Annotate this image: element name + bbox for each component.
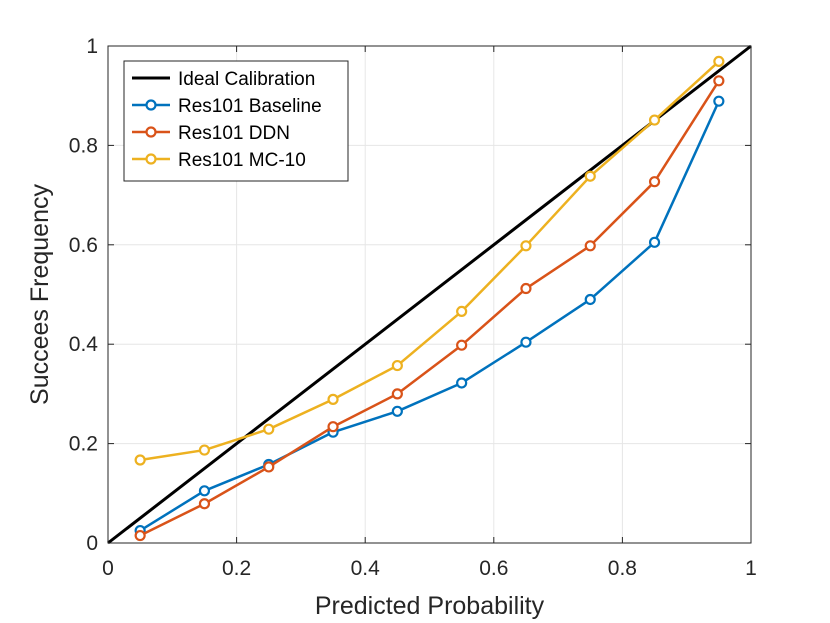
- series-line-res101-baseline: [139, 100, 720, 532]
- data-point-res101-mc-10: [713, 55, 725, 68]
- data-point-res101-ddn: [648, 176, 661, 188]
- x-tick-label: 0.6: [479, 557, 508, 580]
- data-point-res101-mc-10: [198, 444, 211, 456]
- legend-item-res101-baseline[interactable]: Res101 Baseline: [132, 96, 322, 117]
- y-axis-label: Succees Frequency: [26, 184, 54, 405]
- data-point-res101-mc-10: [391, 359, 403, 372]
- legend-item-ideal-calibration[interactable]: Ideal Calibration: [132, 69, 315, 90]
- series-res101-mc-10: [134, 55, 725, 466]
- data-point-res101-ddn: [134, 529, 146, 542]
- legend-item-res101-ddn[interactable]: Res101 DDN: [132, 123, 290, 144]
- series-line-res101-ddn: [139, 80, 720, 537]
- data-point-res101-baseline: [713, 95, 725, 107]
- data-point-res101-mc-10: [327, 393, 339, 405]
- legend-label: Res101 MC-10: [178, 150, 306, 171]
- ticks: 0 0.2 0.4 0.6 0.8 1 0 0.2 0.4 0.6 0.8 1: [69, 35, 757, 580]
- data-point-res101-ddn: [263, 461, 275, 473]
- data-point-res101-mc-10: [456, 305, 468, 317]
- data-point-res101-mc-10: [134, 454, 146, 466]
- legend-swatch-marker: [145, 99, 157, 111]
- x-tick-label: 1: [745, 557, 757, 580]
- series-layer: [107, 44, 752, 545]
- y-tick-label: 0.2: [69, 433, 98, 456]
- legend-label: Res101 Baseline: [178, 96, 322, 117]
- plot-area-frame: [107, 45, 752, 544]
- x-tick-label: 0: [102, 557, 114, 580]
- y-tick-label: 0: [86, 532, 98, 555]
- data-point-res101-ddn: [327, 421, 339, 433]
- data-point-res101-ddn: [713, 75, 725, 87]
- data-point-res101-mc-10: [520, 240, 532, 252]
- legend-box: [123, 60, 349, 182]
- y-tick-label: 0.8: [69, 134, 98, 157]
- y-tick-label: 1: [86, 35, 98, 58]
- y-tick-label: 0.4: [69, 333, 99, 356]
- legend-label: Res101 DDN: [178, 123, 290, 144]
- data-point-res101-mc-10: [648, 114, 661, 126]
- data-point-res101-ddn: [198, 498, 211, 510]
- data-point-res101-mc-10: [584, 170, 596, 182]
- data-point-res101-baseline: [391, 405, 403, 417]
- legend[interactable]: Ideal Calibration Res101 Baseline Res101 D…: [123, 60, 349, 182]
- x-axis-label: Predicted Probability: [315, 592, 545, 620]
- data-point-res101-ddn: [456, 339, 468, 351]
- data-point-res101-baseline: [648, 236, 661, 248]
- x-tick-label: 0.8: [608, 557, 637, 580]
- data-point-res101-mc-10: [263, 423, 275, 435]
- data-point-res101-ddn: [391, 388, 403, 400]
- y-tick-label: 0.6: [69, 234, 98, 257]
- data-point-res101-baseline: [198, 485, 211, 497]
- x-tick-label: 0.2: [222, 557, 251, 580]
- data-point-res101-baseline: [584, 293, 596, 306]
- x-tick-label: 0.4: [351, 557, 381, 580]
- data-point-res101-ddn: [584, 240, 596, 252]
- legend-label: Ideal Calibration: [178, 69, 315, 90]
- series-line-res101-mc-10: [139, 60, 720, 462]
- data-point-res101-baseline: [520, 336, 532, 348]
- series-res101-ddn: [134, 75, 725, 542]
- legend-item-res101-mc-10[interactable]: Res101 MC-10: [132, 150, 306, 171]
- data-point-res101-baseline: [456, 377, 468, 389]
- legend-swatch-marker: [145, 153, 157, 165]
- data-point-res101-ddn: [520, 282, 532, 295]
- legend-swatch-marker: [145, 126, 157, 138]
